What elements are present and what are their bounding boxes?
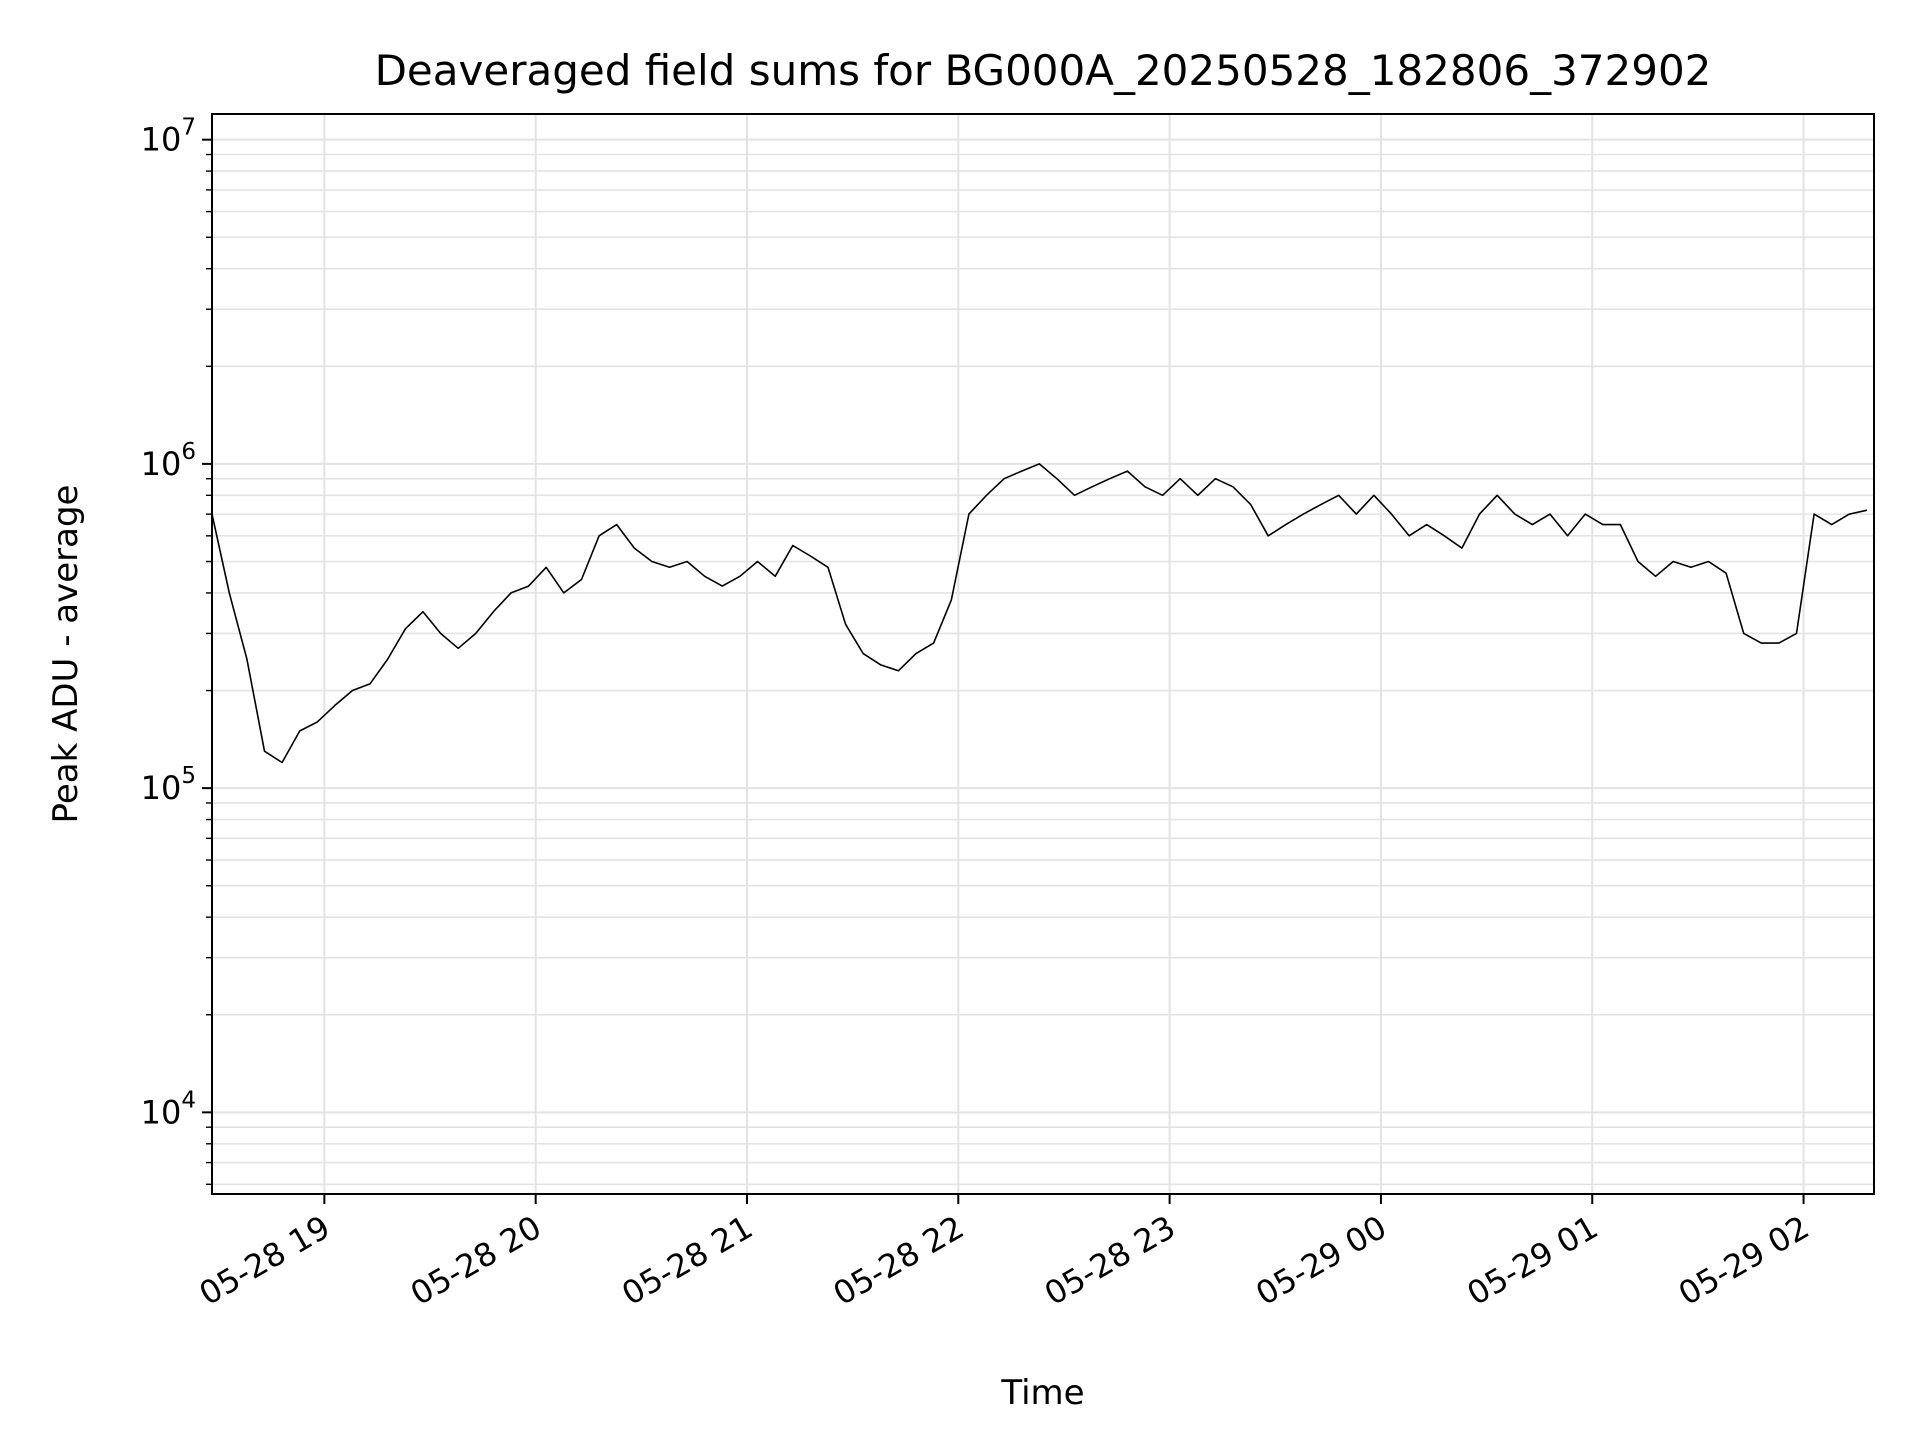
y-tick-label-exponent: 5 <box>181 763 196 789</box>
y-axis-title: Peak ADU - average <box>46 485 86 824</box>
y-tick-label-base: 10 <box>141 1093 182 1131</box>
y-tick-label-exponent: 6 <box>181 439 196 465</box>
series-layer <box>211 463 1868 764</box>
y-tick-label: 107 <box>141 115 196 159</box>
grid <box>212 114 1874 1194</box>
x-axis-title: Time <box>1000 1373 1084 1413</box>
y-tick-label-exponent: 7 <box>181 115 196 141</box>
y-tick-label: 105 <box>141 763 196 807</box>
y-tick-label-base: 10 <box>141 121 182 159</box>
y-tick-label-exponent: 4 <box>181 1087 196 1113</box>
y-tick-label: 106 <box>141 439 196 483</box>
plot-frame <box>211 113 1875 1195</box>
series-line <box>211 463 1868 764</box>
y-tick-label-base: 10 <box>141 445 182 483</box>
y-tick-label-base: 10 <box>141 769 182 807</box>
y-tick-label: 104 <box>141 1087 196 1131</box>
chart-title: Deaveraged field sums for BG000A_2025052… <box>375 46 1712 95</box>
